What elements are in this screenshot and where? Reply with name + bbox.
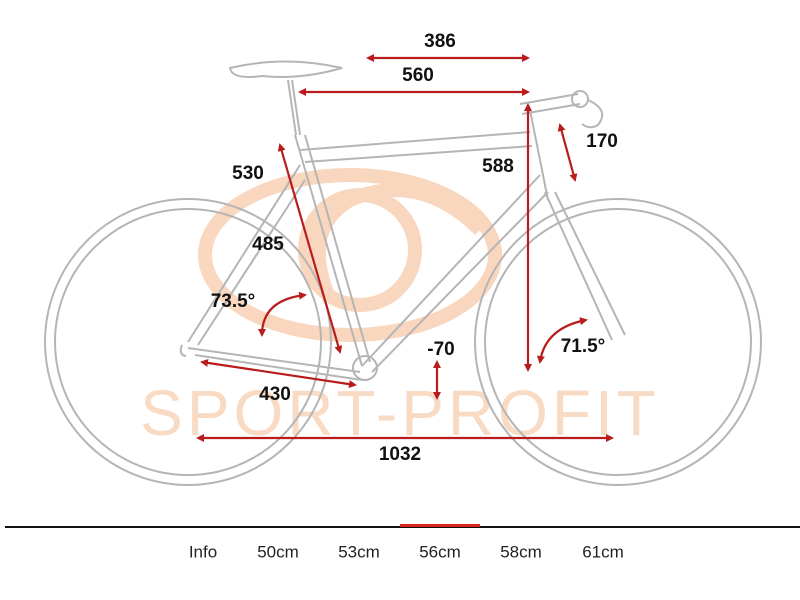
dimension-label: -70 xyxy=(427,339,454,360)
dimension-label: 485 xyxy=(252,234,284,255)
watermark-logo xyxy=(198,168,502,342)
dimension-label: 73.5° xyxy=(211,291,256,312)
size-tab[interactable]: 58cm xyxy=(500,542,542,561)
dimension-arrows xyxy=(196,54,614,442)
dimension-label: 430 xyxy=(259,384,291,405)
size-tab[interactable]: 56cm xyxy=(419,542,461,561)
dimension-label: 560 xyxy=(402,65,434,86)
active-tab-indicator xyxy=(400,524,480,527)
dimension-label: 386 xyxy=(424,31,456,52)
size-tab[interactable]: 61cm xyxy=(582,542,624,561)
dimension-labels: 386 560 588 170 530 485 73.5° -70 71.5° 430 1032 xyxy=(211,31,618,465)
dimension-label: 71.5° xyxy=(561,336,606,357)
size-tab[interactable]: Info xyxy=(189,542,217,561)
dimension-label: 170 xyxy=(586,131,618,152)
dimension-label: 530 xyxy=(232,163,264,184)
size-tab[interactable]: 50cm xyxy=(257,542,299,561)
size-tab[interactable]: 53cm xyxy=(338,542,380,561)
size-tabs: Info 50cm 53cm 56cm 58cm 61cm xyxy=(189,524,624,561)
dimension-label: 1032 xyxy=(379,444,421,465)
dimension-label: 588 xyxy=(482,156,514,177)
